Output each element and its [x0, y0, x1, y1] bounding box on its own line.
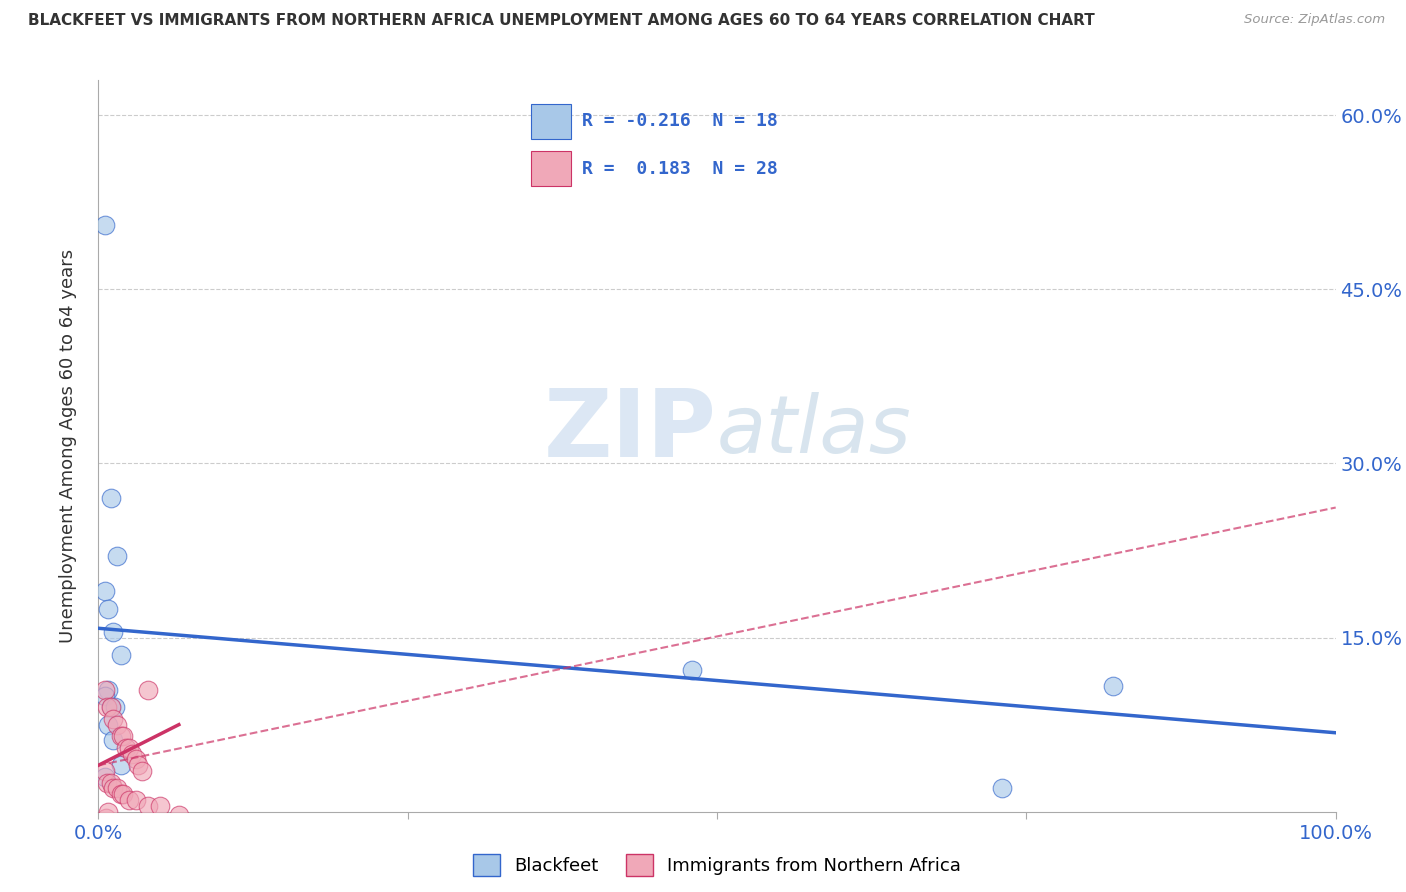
Text: R = -0.216  N = 18: R = -0.216 N = 18 [582, 112, 778, 130]
Point [93, 219, 115, 233]
Point [103, 732, 125, 747]
Point [93, 689, 115, 703]
Point [131, 764, 153, 778]
Text: atlas: atlas [717, 392, 912, 470]
Point [103, 700, 125, 714]
Text: ZIP: ZIP [544, 385, 717, 477]
Point [103, 712, 125, 726]
Text: BLACKFEET VS IMMIGRANTS FROM NORTHERN AFRICA UNEMPLOYMENT AMONG AGES 60 TO 64 YE: BLACKFEET VS IMMIGRANTS FROM NORTHERN AF… [28, 13, 1095, 29]
Point [121, 747, 143, 761]
Legend: Blackfeet, Immigrants from Northern Africa: Blackfeet, Immigrants from Northern Afri… [465, 847, 969, 883]
Point [136, 798, 159, 813]
Point [124, 793, 146, 807]
Point [110, 648, 132, 662]
Point [110, 729, 132, 743]
Point [97, 805, 120, 819]
Point [94, 811, 117, 825]
Point [93, 764, 115, 778]
Point [167, 808, 190, 822]
Point [990, 781, 1012, 796]
Point [97, 601, 120, 615]
Point [100, 491, 122, 506]
Text: R =  0.183  N = 28: R = 0.183 N = 28 [582, 160, 778, 178]
Point [136, 682, 159, 697]
Point [681, 663, 703, 677]
Bar [531, 151, 571, 186]
Point [110, 758, 132, 772]
Point [114, 740, 136, 755]
Point [103, 624, 125, 639]
Bar [531, 104, 571, 139]
Point [118, 793, 141, 807]
Point [93, 770, 115, 784]
Point [96, 775, 118, 789]
Point [100, 700, 122, 714]
Point [124, 752, 146, 766]
Point [100, 700, 122, 714]
Point [96, 700, 118, 714]
Point [118, 740, 141, 755]
Point [93, 584, 115, 599]
Point [97, 717, 120, 731]
Point [110, 787, 132, 801]
Point [100, 775, 122, 789]
Point [105, 781, 128, 796]
Point [1102, 679, 1125, 693]
Point [112, 787, 135, 801]
Point [103, 781, 125, 796]
Text: Source: ZipAtlas.com: Source: ZipAtlas.com [1244, 13, 1385, 27]
Point [105, 549, 128, 564]
Y-axis label: Unemployment Among Ages 60 to 64 years: Unemployment Among Ages 60 to 64 years [59, 249, 77, 643]
Point [105, 717, 128, 731]
Point [149, 798, 172, 813]
Point [93, 682, 115, 697]
Point [112, 729, 135, 743]
Point [97, 682, 120, 697]
Point [127, 758, 149, 772]
